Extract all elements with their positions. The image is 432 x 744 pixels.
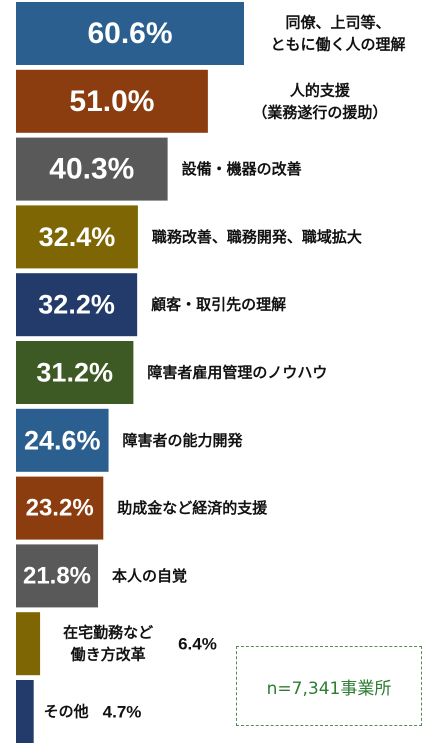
value-label-1: 60.6%	[87, 17, 172, 50]
value-label-4: 32.4%	[39, 222, 116, 252]
category-label-1: 同僚、上司等、ともに働く人の理解	[270, 14, 405, 54]
value-label-7: 24.6%	[24, 425, 101, 455]
category-label-5: 顧客・取引先の理解	[151, 296, 286, 314]
category-label-6: 障害者雇用管理のノウハウ	[147, 364, 327, 382]
bar-3	[16, 137, 168, 201]
value-label-9: 21.8%	[23, 562, 91, 589]
bar-2	[16, 69, 208, 133]
value-label-5: 32.2%	[38, 290, 115, 320]
category-label-3: 設備・機器の改善	[182, 160, 302, 178]
bar-7	[16, 408, 109, 472]
bar-8	[16, 476, 104, 540]
category-label-11: その他	[44, 703, 89, 721]
bar-6	[16, 341, 134, 404]
value-label-2: 51.0%	[69, 85, 154, 118]
category-label-2: 人的支援（業務遂行の援助）	[252, 81, 387, 121]
bar-9	[16, 544, 99, 608]
category-label-4: 職務改善、職務開発、職域拡大	[152, 228, 362, 246]
sample-size-note: n=7,341事業所	[236, 646, 422, 726]
category-label-9: 本人の自覚	[112, 567, 187, 585]
value-label-6: 31.2%	[36, 358, 113, 388]
value-label-3: 40.3%	[49, 153, 134, 186]
value-label-10: 6.4%	[178, 635, 217, 654]
bar-10	[16, 612, 41, 676]
bar-11	[16, 680, 34, 743]
bar-1	[16, 2, 244, 65]
bar-5	[16, 273, 138, 337]
value-label-8: 23.2%	[26, 495, 94, 522]
bar-4	[16, 205, 138, 269]
category-label-10: 在宅勤務など働き方改革	[63, 624, 153, 664]
category-label-7: 障害者の能力開発	[123, 431, 244, 449]
value-label-11: 4.7%	[103, 703, 142, 722]
category-label-8: 助成金など経済的支援	[117, 499, 268, 517]
